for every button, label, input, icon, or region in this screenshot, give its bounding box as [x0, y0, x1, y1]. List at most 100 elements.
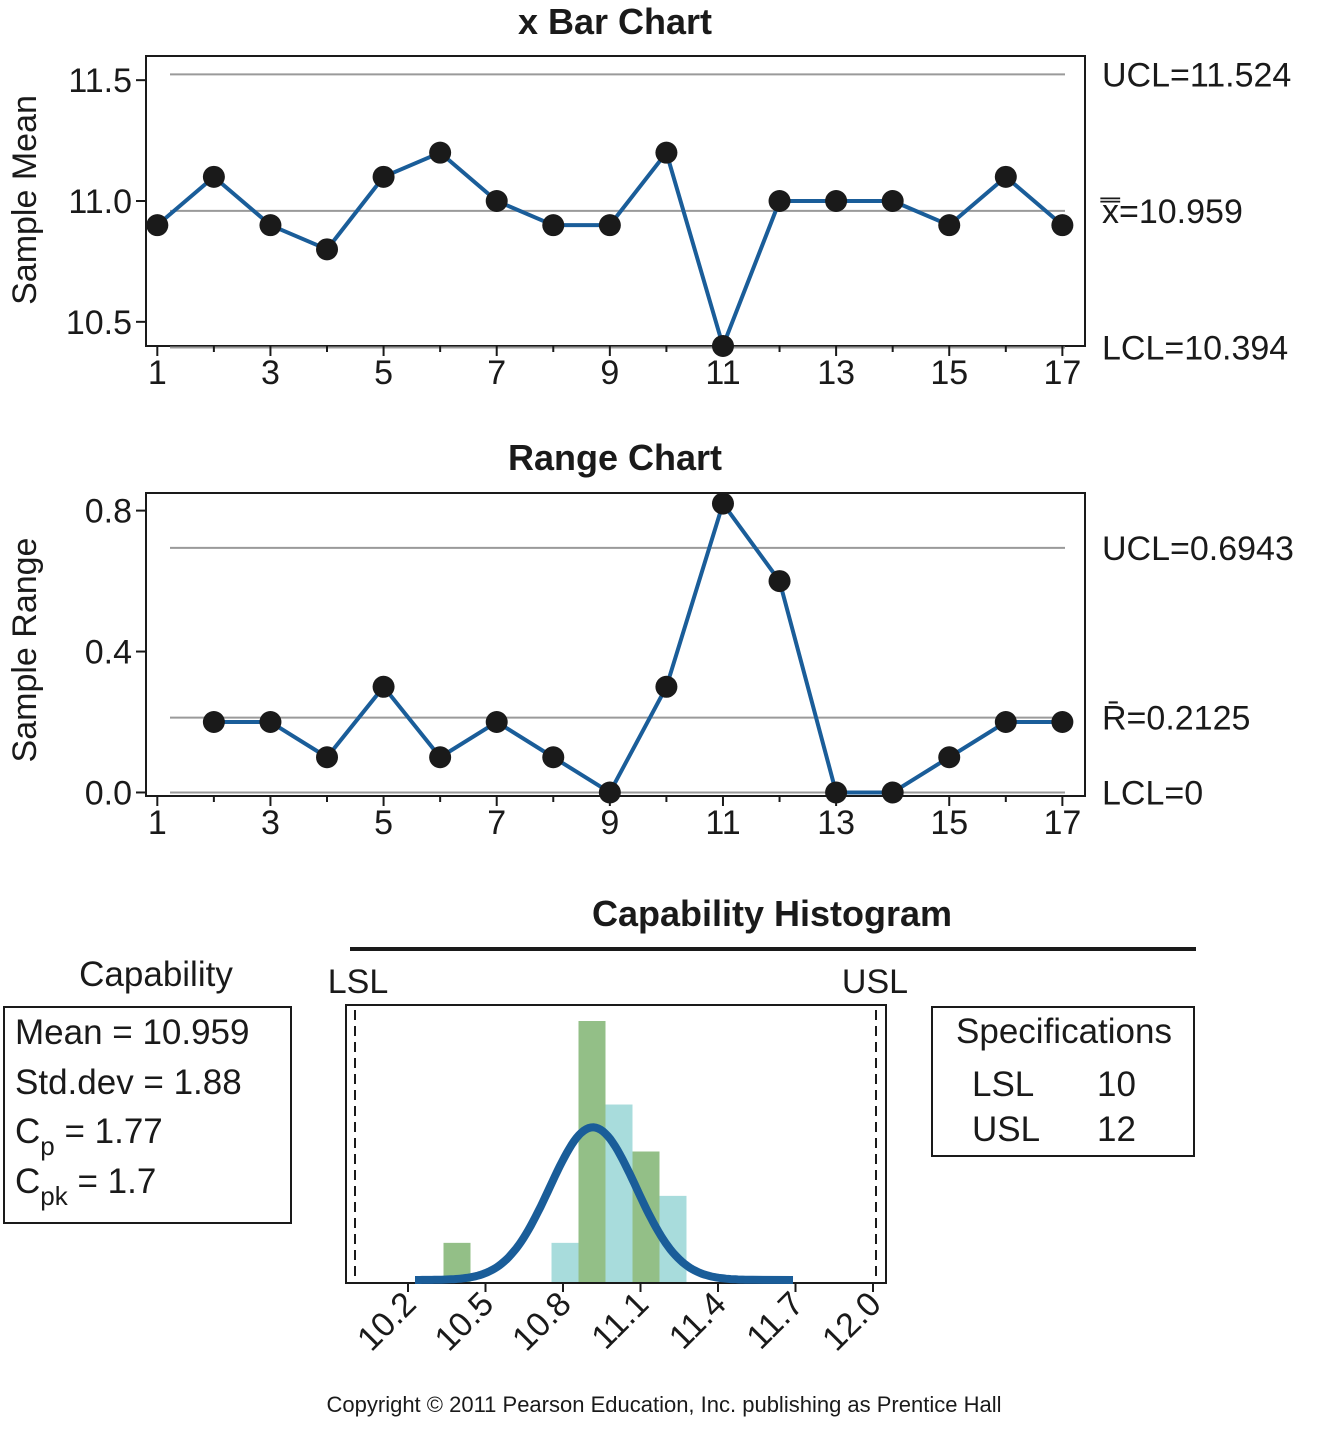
capability-histogram: Capability Histogram LSL USL 10.2 10.5 10.…: [328, 893, 1196, 1358]
range-x-tick-label-4: 9: [600, 804, 619, 842]
xbar-point-9: [598, 214, 621, 237]
xbar-y-tick-label-1: 11.0: [68, 183, 132, 221]
range-x-tick-label-3: 7: [487, 804, 506, 842]
cpk-value: = 1.7: [68, 1162, 157, 1201]
histogram-plot-frame: [345, 1004, 887, 1284]
range-chart-y-axis-label: Sample Range: [6, 538, 44, 763]
range-y-tick-label-1: 0.4: [85, 634, 132, 672]
capability-box: [3, 1006, 292, 1224]
xbar-y-tick-label-2: 11.5: [68, 62, 132, 100]
normal-curve: [415, 1123, 794, 1284]
range-x-tick-label-6: 13: [817, 804, 855, 842]
range-point-16: [1051, 711, 1074, 734]
range-point-9: [655, 675, 678, 698]
range-reference-label-0: UCL=0.6943: [1102, 530, 1294, 568]
histogram-x-tick-label-1: 10.5: [427, 1285, 501, 1359]
xbar-x-tick-label-0: 1: [148, 354, 167, 392]
histogram-x-tick-label-3: 11.1: [584, 1285, 656, 1357]
cp-symbol: C: [15, 1112, 40, 1151]
range-point-2: [259, 711, 282, 734]
histogram-x-tick-label-6: 12.0: [815, 1285, 889, 1359]
xbar-x-tick-label-4: 9: [600, 354, 619, 392]
xbar-x-tick-label-7: 15: [930, 354, 968, 392]
xbar-point-12: [768, 190, 791, 212]
range-point-5: [429, 746, 452, 769]
xbar-reference-label-0: UCL=11.524: [1102, 56, 1291, 94]
capability-panel: Capability Mean = 10.959 Std.dev = 1.88 …: [3, 955, 292, 1224]
range-x-tick-label-8: 17: [1043, 804, 1081, 842]
xbar-x-tick-label-3: 7: [487, 354, 506, 392]
xbar-point-13: [825, 190, 848, 212]
histogram-bar-2: [551, 1242, 579, 1282]
xbar-point-10: [655, 141, 678, 164]
range-point-13: [881, 781, 904, 804]
range-point-8: [598, 781, 621, 804]
xbar-point-8: [542, 214, 565, 237]
xbar-point-16: [994, 165, 1017, 188]
xbar-x-tick-label-1: 3: [261, 354, 280, 392]
xbar-y-tick-label-0: 10.5: [66, 304, 132, 342]
capability-cp: Cp = 1.77: [15, 1112, 163, 1161]
xbar-point-2: [202, 165, 225, 188]
cp-subscript: p: [40, 1131, 54, 1161]
spec-usl-label: USL: [972, 1110, 1040, 1149]
range-point-14: [938, 746, 961, 769]
range-point-4: [372, 675, 395, 698]
histogram-x-tick-label-4: 11.4: [662, 1285, 734, 1357]
range-point-10: [711, 492, 734, 515]
xbar-point-7: [485, 190, 508, 212]
xbar-reference-label-2: LCL=10.394: [1102, 329, 1288, 367]
copyright-notice: Copyright © 2011 Pearson Education, Inc.…: [327, 1392, 1002, 1417]
xbar-chart: x Bar Chart Sample Mean 10.5 11.0 11.5 1 3 5…: [6, 1, 1291, 392]
xbar-chart-title: x Bar Chart: [518, 1, 712, 42]
spec-lsl-label: LSL: [972, 1065, 1034, 1104]
range-point-15: [994, 711, 1017, 734]
histogram-bar-3: [578, 1021, 606, 1282]
histogram-bar-4: [605, 1104, 633, 1282]
cpk-subscript: pk: [40, 1181, 68, 1211]
range-point-7: [542, 746, 565, 769]
xbar-reference-label-1: x̿=10.959: [1100, 193, 1243, 231]
range-y-tick-label-2: 0.8: [85, 493, 132, 531]
xbar-point-5: [372, 165, 395, 188]
range-point-1: [202, 711, 225, 734]
range-x-tick-label-5: 11: [705, 804, 740, 842]
range-x-tick-label-1: 3: [261, 804, 280, 842]
usl-label: USL: [842, 963, 908, 1001]
range-point-3: [316, 746, 339, 769]
range-x-tick-label-0: 1: [148, 804, 167, 842]
capability-mean: Mean = 10.959: [15, 1013, 250, 1052]
xbar-point-14: [881, 190, 904, 212]
lsl-label: LSL: [328, 963, 389, 1001]
xbar-point-6: [429, 141, 452, 164]
cpk-symbol: C: [15, 1162, 40, 1201]
capability-std-dev: Std.dev = 1.88: [15, 1063, 242, 1102]
histogram-x-tick-label-5: 11.7: [739, 1285, 811, 1357]
spec-usl-value: 12: [1097, 1110, 1136, 1149]
xbar-point-3: [259, 214, 282, 237]
capability-cpk: Cpk = 1.7: [15, 1162, 156, 1211]
specifications-panel: Specifications LSL 10 USL 12: [931, 1006, 1195, 1157]
xbar-point-15: [938, 214, 961, 237]
specifications-title: Specifications: [956, 1012, 1172, 1051]
range-x-tick-label-2: 5: [374, 804, 393, 842]
xbar-point-4: [316, 238, 339, 261]
spec-lsl-value: 10: [1097, 1065, 1136, 1104]
xbar-point-17: [1051, 214, 1074, 237]
cp-value: = 1.77: [55, 1112, 163, 1151]
xbar-chart-y-axis-label: Sample Mean: [6, 95, 44, 305]
xbar-x-tick-label-5: 11: [705, 354, 740, 392]
xbar-x-tick-label-8: 17: [1043, 354, 1081, 392]
capability-panel-title: Capability: [79, 955, 233, 994]
range-point-11: [768, 570, 791, 593]
xbar-x-tick-label-2: 5: [374, 354, 393, 392]
range-reference-label-2: LCL=0: [1102, 774, 1203, 812]
histogram-title: Capability Histogram: [592, 893, 952, 934]
range-x-tick-label-7: 15: [930, 804, 968, 842]
range-point-12: [825, 781, 848, 804]
range-y-tick-label-0: 0.0: [85, 774, 132, 812]
histogram-x-tick-label-2: 10.8: [505, 1285, 579, 1359]
xbar-point-1: [146, 214, 169, 237]
